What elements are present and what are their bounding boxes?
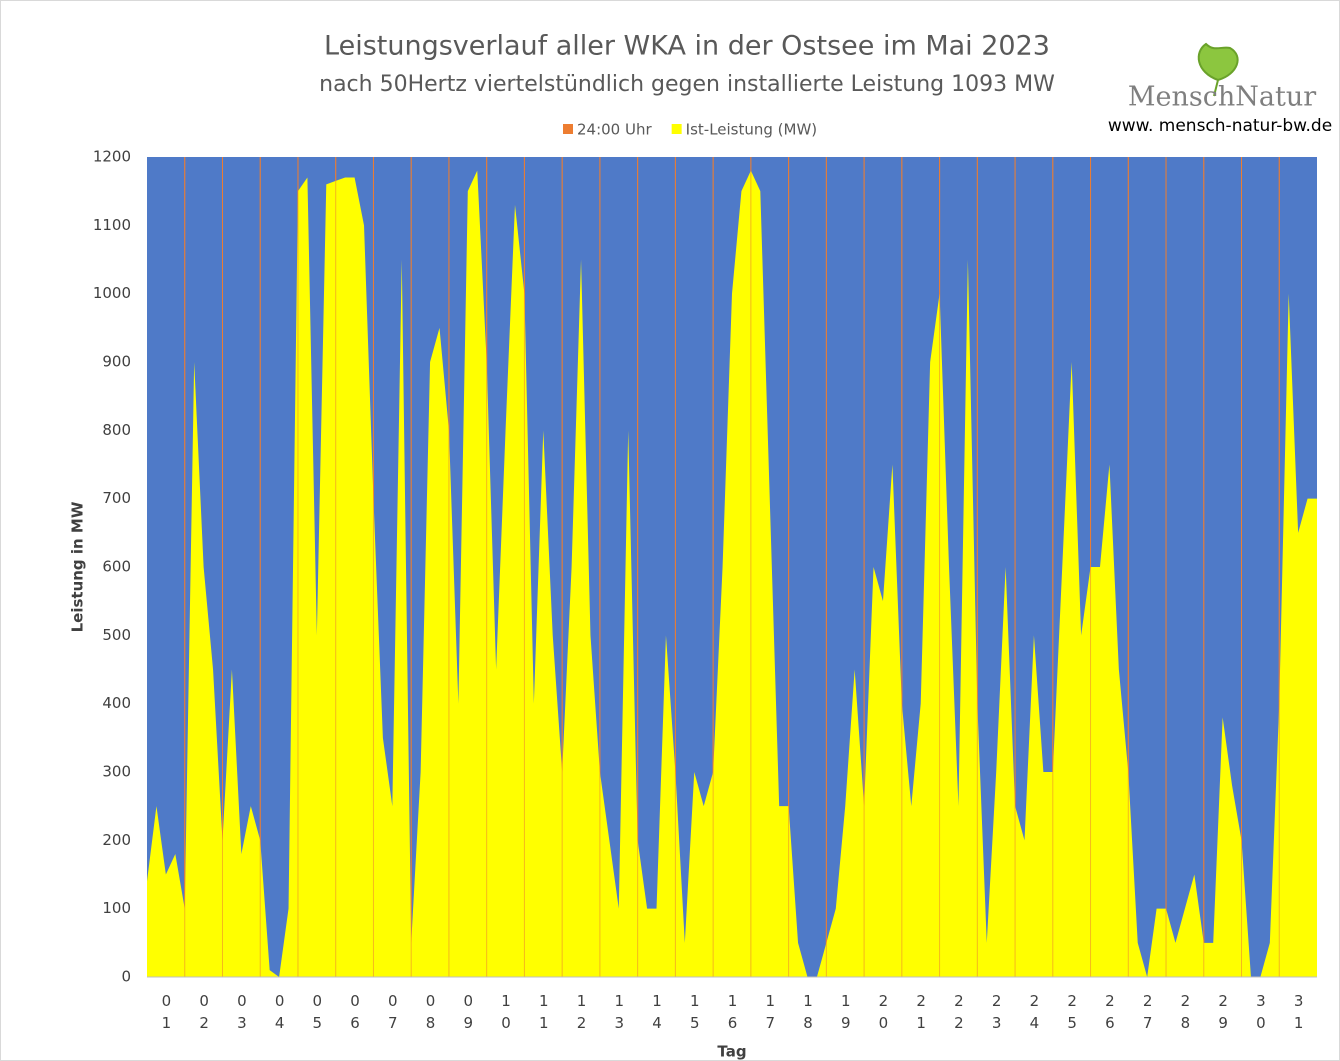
legend-swatch [563,124,573,134]
x-tick-label: 17 [761,992,779,1036]
area [147,170,1317,977]
y-tick-label: 200 [102,831,131,849]
x-tick-label: 16 [724,992,742,1036]
logo-name: MenschNatur [1128,82,1316,113]
x-tick-label: 04 [271,992,289,1036]
y-tick-label: 600 [102,558,131,576]
x-tick-label: 25 [1063,992,1081,1036]
x-tick-label: 24 [1025,992,1043,1036]
x-tick-label: 07 [384,992,402,1036]
x-tick-label: 06 [346,992,364,1036]
chart-title: Leistungsverlauf aller WKA in der Ostsee… [324,31,1050,62]
x-tick-label: 28 [1176,992,1194,1036]
x-tick-label: 11 [535,992,553,1036]
x-tick-label: 21 [912,992,930,1036]
x-tick-label: 26 [1101,992,1119,1036]
x-tick-label: 31 [1290,992,1308,1036]
legend: 24:00 Uhr Ist-Leistung (MW) [563,121,817,139]
y-axis-label: Leistung in MW [69,501,87,632]
y-tick-label: 0 [121,968,131,986]
x-tick-label: 05 [308,992,326,1036]
x-tick-label: 12 [573,992,591,1036]
legend-label: 24:00 Uhr [577,121,652,139]
logo: MenschNatur www. mensch-natur-bw.de [1108,42,1332,136]
x-tick-label: 10 [497,992,515,1036]
x-tick-label: 13 [610,992,628,1036]
legend-label: Ist-Leistung (MW) [686,121,818,139]
x-tick-label: 29 [1214,992,1232,1036]
y-tick-label: 300 [102,763,131,781]
x-tick-label: 18 [799,992,817,1036]
y-tick-label: 400 [102,694,131,712]
x-tick-label: 23 [988,992,1006,1036]
y-tick-label: 800 [102,421,131,439]
y-tick-label: 1100 [93,216,131,234]
legend-swatch [671,124,682,134]
x-tick-label: 01 [157,992,175,1036]
x-tick-label: 22 [950,992,968,1036]
ginkgo-leaf [1197,42,1239,97]
x-tick-label: 03 [233,992,251,1036]
x-tick-label: 19 [837,992,855,1036]
x-tick-label: 30 [1252,992,1270,1036]
x-axis-label: Tag [717,1043,746,1061]
y-tick-label: 100 [102,899,131,917]
x-tick-label: 08 [422,992,440,1036]
logo-url: www. mensch-natur-bw.de [1108,116,1332,136]
x-tick-label: 09 [459,992,477,1036]
y-tick-label: 900 [102,353,131,371]
x-tick-label: 02 [195,992,213,1036]
x-tick-label: 27 [1139,992,1157,1036]
y-tick-label: 700 [102,489,131,507]
y-tick-label: 500 [102,626,131,644]
y-tick-label: 1000 [93,284,131,302]
x-tick-label: 15 [686,992,704,1036]
x-tick-label: 14 [648,992,666,1036]
x-tick-label: 20 [874,992,892,1036]
y-tick-label: 1200 [93,148,131,166]
chart-subtitle: nach 50Hertz viertelstündlich gegen inst… [319,72,1055,97]
